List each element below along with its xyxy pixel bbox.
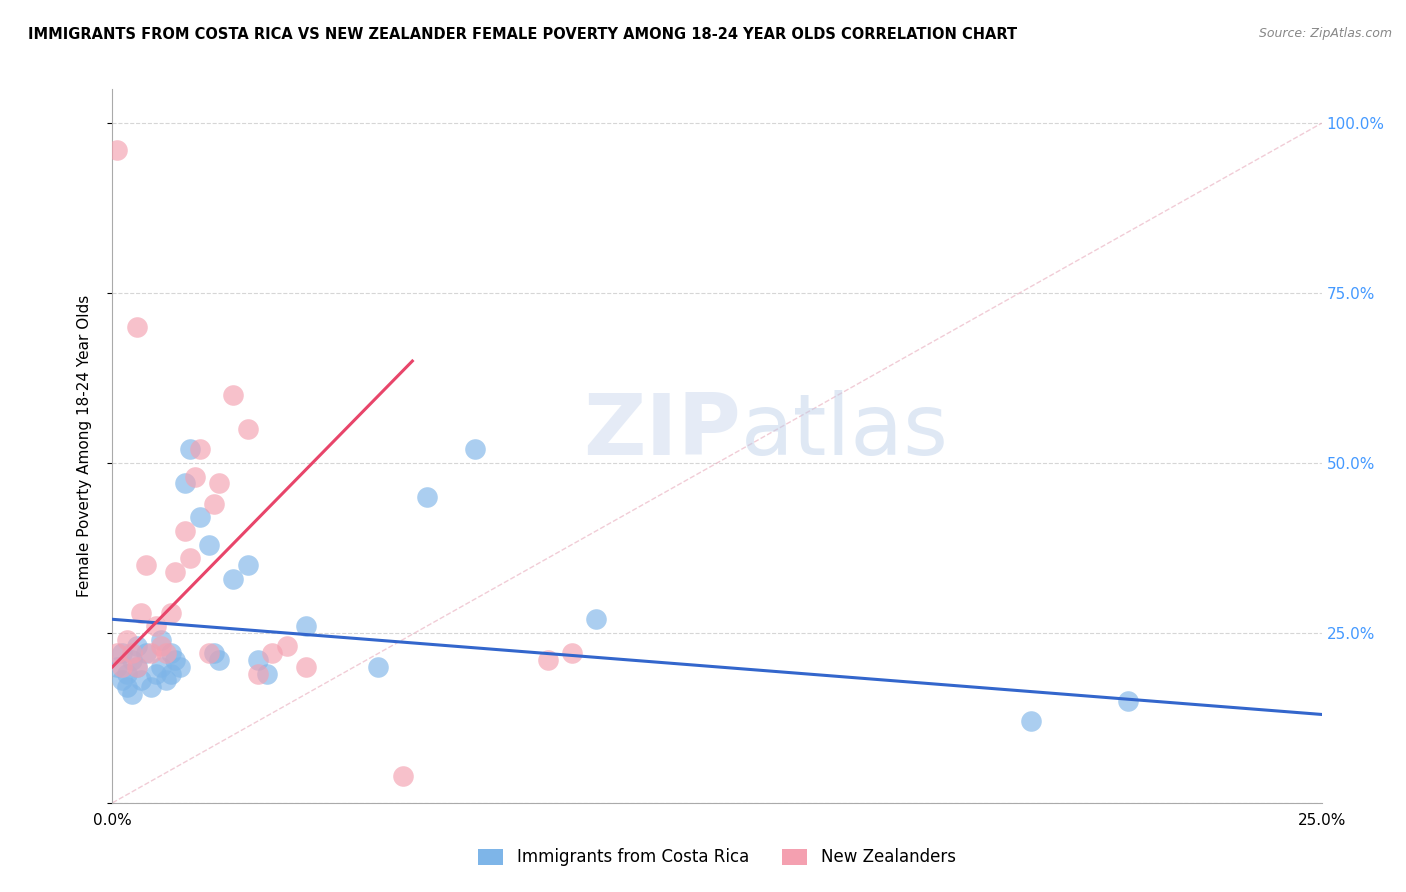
- Point: [208, 476, 231, 491]
- Point: [111, 673, 134, 688]
- Point: [236, 422, 259, 436]
- Point: [121, 653, 143, 667]
- Y-axis label: Female Poverty Among 18-24 Year Olds: Female Poverty Among 18-24 Year Olds: [77, 295, 91, 597]
- Point: [295, 619, 318, 633]
- Point: [202, 646, 225, 660]
- Point: [169, 660, 191, 674]
- Point: [131, 606, 153, 620]
- Point: [115, 680, 138, 694]
- Point: [165, 565, 187, 579]
- Legend: Immigrants from Costa Rica, New Zealanders: Immigrants from Costa Rica, New Zealande…: [472, 842, 962, 873]
- Point: [276, 640, 298, 654]
- Point: [159, 606, 181, 620]
- Point: [115, 666, 138, 681]
- Point: [105, 144, 128, 158]
- Point: [262, 646, 284, 660]
- Point: [256, 666, 278, 681]
- Point: [125, 640, 148, 654]
- Point: [155, 646, 177, 660]
- Point: [149, 660, 172, 674]
- Point: [1116, 694, 1139, 708]
- Point: [416, 490, 439, 504]
- Point: [125, 660, 148, 674]
- Point: [125, 320, 148, 334]
- Point: [179, 442, 201, 457]
- Point: [174, 524, 197, 538]
- Point: [141, 646, 163, 660]
- Text: IMMIGRANTS FROM COSTA RICA VS NEW ZEALANDER FEMALE POVERTY AMONG 18-24 YEAR OLDS: IMMIGRANTS FROM COSTA RICA VS NEW ZEALAN…: [28, 27, 1018, 42]
- Point: [115, 632, 138, 647]
- Point: [105, 660, 128, 674]
- Point: [198, 646, 221, 660]
- Point: [222, 572, 245, 586]
- Text: atlas: atlas: [741, 390, 949, 474]
- Point: [367, 660, 389, 674]
- Point: [585, 612, 607, 626]
- Point: [149, 632, 172, 647]
- Point: [464, 442, 486, 457]
- Point: [246, 653, 269, 667]
- Point: [295, 660, 318, 674]
- Point: [1021, 714, 1043, 729]
- Point: [145, 666, 167, 681]
- Point: [179, 551, 201, 566]
- Text: ZIP: ZIP: [583, 390, 741, 474]
- Point: [159, 646, 181, 660]
- Point: [145, 619, 167, 633]
- Point: [135, 558, 157, 572]
- Point: [125, 660, 148, 674]
- Point: [174, 476, 197, 491]
- Point: [561, 646, 583, 660]
- Point: [135, 646, 157, 660]
- Point: [222, 388, 245, 402]
- Text: Source: ZipAtlas.com: Source: ZipAtlas.com: [1258, 27, 1392, 40]
- Point: [208, 653, 231, 667]
- Point: [121, 687, 143, 701]
- Point: [111, 646, 134, 660]
- Point: [159, 666, 181, 681]
- Point: [111, 660, 134, 674]
- Point: [155, 673, 177, 688]
- Point: [246, 666, 269, 681]
- Point: [236, 558, 259, 572]
- Point: [121, 646, 143, 660]
- Point: [183, 469, 205, 483]
- Point: [391, 769, 413, 783]
- Point: [131, 673, 153, 688]
- Point: [141, 680, 163, 694]
- Point: [537, 653, 560, 667]
- Point: [188, 442, 211, 457]
- Point: [188, 510, 211, 524]
- Point: [202, 497, 225, 511]
- Point: [198, 537, 221, 551]
- Point: [105, 646, 128, 660]
- Point: [149, 640, 172, 654]
- Point: [165, 653, 187, 667]
